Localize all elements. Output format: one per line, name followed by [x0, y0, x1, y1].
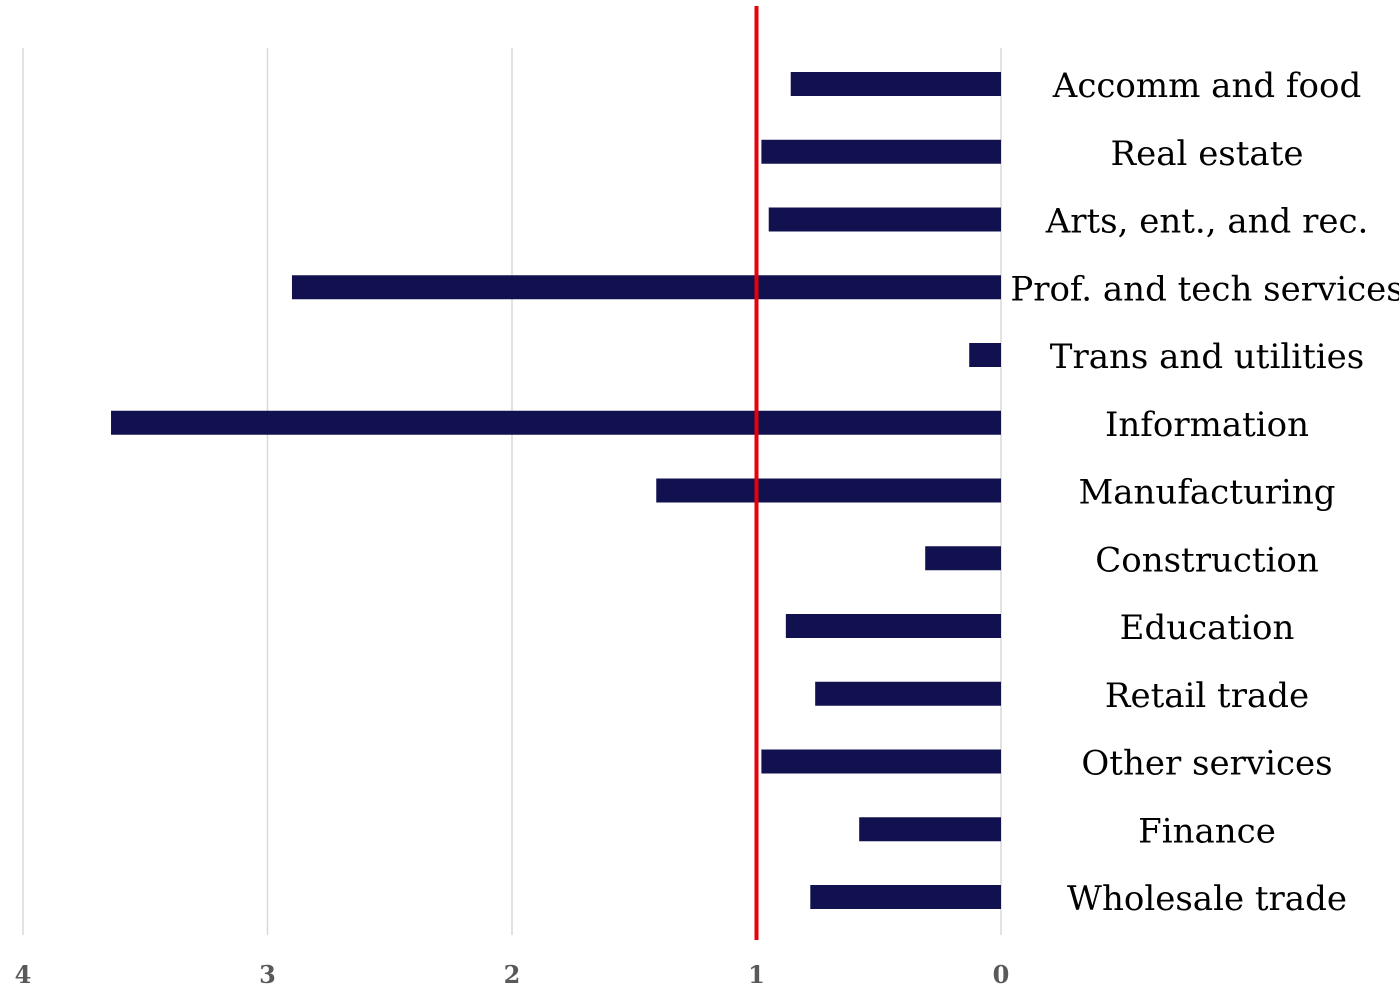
x-tick-labels: 0 1 2 3 4	[15, 960, 1010, 987]
x-tick-label: 3	[259, 960, 276, 987]
bar	[815, 681, 1001, 706]
category-label: Prof. and tech services	[1010, 269, 1399, 309]
bars	[111, 72, 1001, 909]
category-label: Information	[1105, 405, 1309, 445]
x-tick-label: 0	[993, 960, 1010, 987]
category-labels: Accomm and food Real estate Arts, ent., an…	[1010, 66, 1399, 919]
category-label: Manufacturing	[1078, 473, 1335, 513]
category-label: Finance	[1138, 811, 1276, 851]
bar	[859, 817, 1001, 842]
category-label: Arts, ent., and rec.	[1045, 202, 1369, 242]
bar	[810, 885, 1001, 909]
category-label: Retail trade	[1105, 676, 1309, 716]
bar	[925, 546, 1001, 571]
category-label: Other services	[1081, 744, 1332, 784]
x-tick-label: 2	[504, 960, 521, 987]
category-label: Real estate	[1111, 134, 1304, 174]
category-label: Education	[1120, 608, 1295, 648]
bar	[656, 478, 1001, 503]
bar	[785, 614, 1001, 638]
x-tick-label: 4	[15, 960, 32, 987]
bar	[761, 749, 1001, 774]
bar	[111, 410, 1001, 435]
bar	[761, 139, 1001, 164]
bar	[768, 207, 1001, 232]
category-label: Trans and utilities	[1050, 337, 1364, 377]
bar	[291, 275, 1001, 300]
category-label: Construction	[1095, 540, 1319, 580]
bar	[969, 343, 1001, 367]
x-tick-label: 1	[748, 960, 765, 987]
bar	[790, 72, 1001, 96]
category-label: Wholesale trade	[1067, 879, 1347, 919]
category-label: Accomm and food	[1052, 66, 1361, 106]
